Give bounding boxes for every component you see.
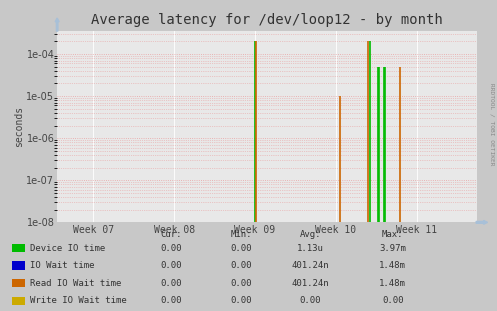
Text: 3.97m: 3.97m: [379, 244, 406, 253]
Text: 1.48m: 1.48m: [379, 261, 406, 270]
Text: Read IO Wait time: Read IO Wait time: [30, 279, 121, 288]
Text: RRDTOOL / TOBI OETIKER: RRDTOOL / TOBI OETIKER: [490, 83, 495, 166]
Text: 401.24n: 401.24n: [292, 261, 330, 270]
Text: Max:: Max:: [382, 230, 404, 239]
Text: Min:: Min:: [230, 230, 252, 239]
Y-axis label: seconds: seconds: [13, 106, 23, 147]
Text: 0.00: 0.00: [161, 244, 182, 253]
Bar: [12, 262, 25, 270]
Text: 401.24n: 401.24n: [292, 279, 330, 288]
Text: Cur:: Cur:: [161, 230, 182, 239]
Text: 0.00: 0.00: [230, 261, 252, 270]
Bar: [12, 279, 25, 287]
Text: 0.00: 0.00: [382, 296, 404, 305]
Text: 0.00: 0.00: [161, 261, 182, 270]
Text: 0.00: 0.00: [230, 279, 252, 288]
Text: Avg:: Avg:: [300, 230, 322, 239]
Title: Average latency for /dev/loop12 - by month: Average latency for /dev/loop12 - by mon…: [91, 13, 443, 27]
Text: 0.00: 0.00: [230, 244, 252, 253]
Bar: [12, 297, 25, 305]
Bar: [12, 244, 25, 252]
Text: 0.00: 0.00: [230, 296, 252, 305]
Text: 0.00: 0.00: [161, 296, 182, 305]
Text: 1.48m: 1.48m: [379, 279, 406, 288]
Text: 0.00: 0.00: [300, 296, 322, 305]
Text: IO Wait time: IO Wait time: [30, 261, 94, 270]
Text: Write IO Wait time: Write IO Wait time: [30, 296, 127, 305]
Text: Device IO time: Device IO time: [30, 244, 105, 253]
Text: 1.13u: 1.13u: [297, 244, 324, 253]
Text: 0.00: 0.00: [161, 279, 182, 288]
